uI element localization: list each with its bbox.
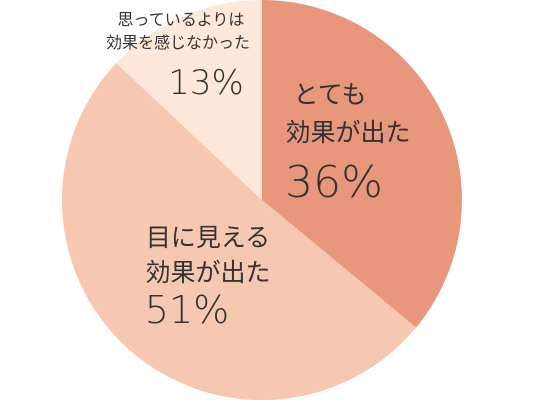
slice-percent-label: 51% — [145, 288, 229, 332]
pie-labels: とても 効果が出た 36% 目に見える 効果が出た 51% 思っているよりは 効… — [106, 10, 411, 332]
pie-slice-2 — [116, 0, 263, 200]
slice-label-line: 効果を感じなかった — [106, 33, 250, 52]
slice-label-line: 効果が出た — [285, 118, 410, 147]
slice-label-line: 目に見える — [146, 223, 270, 252]
slice-percent-label: 36% — [285, 157, 383, 208]
slice-label-line: とても — [293, 80, 366, 109]
slice-label-line: 効果が出た — [145, 258, 270, 287]
slice-percent-label: 13% — [168, 63, 244, 103]
pie-slice-0 — [262, 0, 462, 328]
pie-slice-1 — [61, 63, 417, 400]
slice-label-line: 思っているよりは — [118, 10, 245, 29]
pie-slices — [61, 0, 462, 400]
